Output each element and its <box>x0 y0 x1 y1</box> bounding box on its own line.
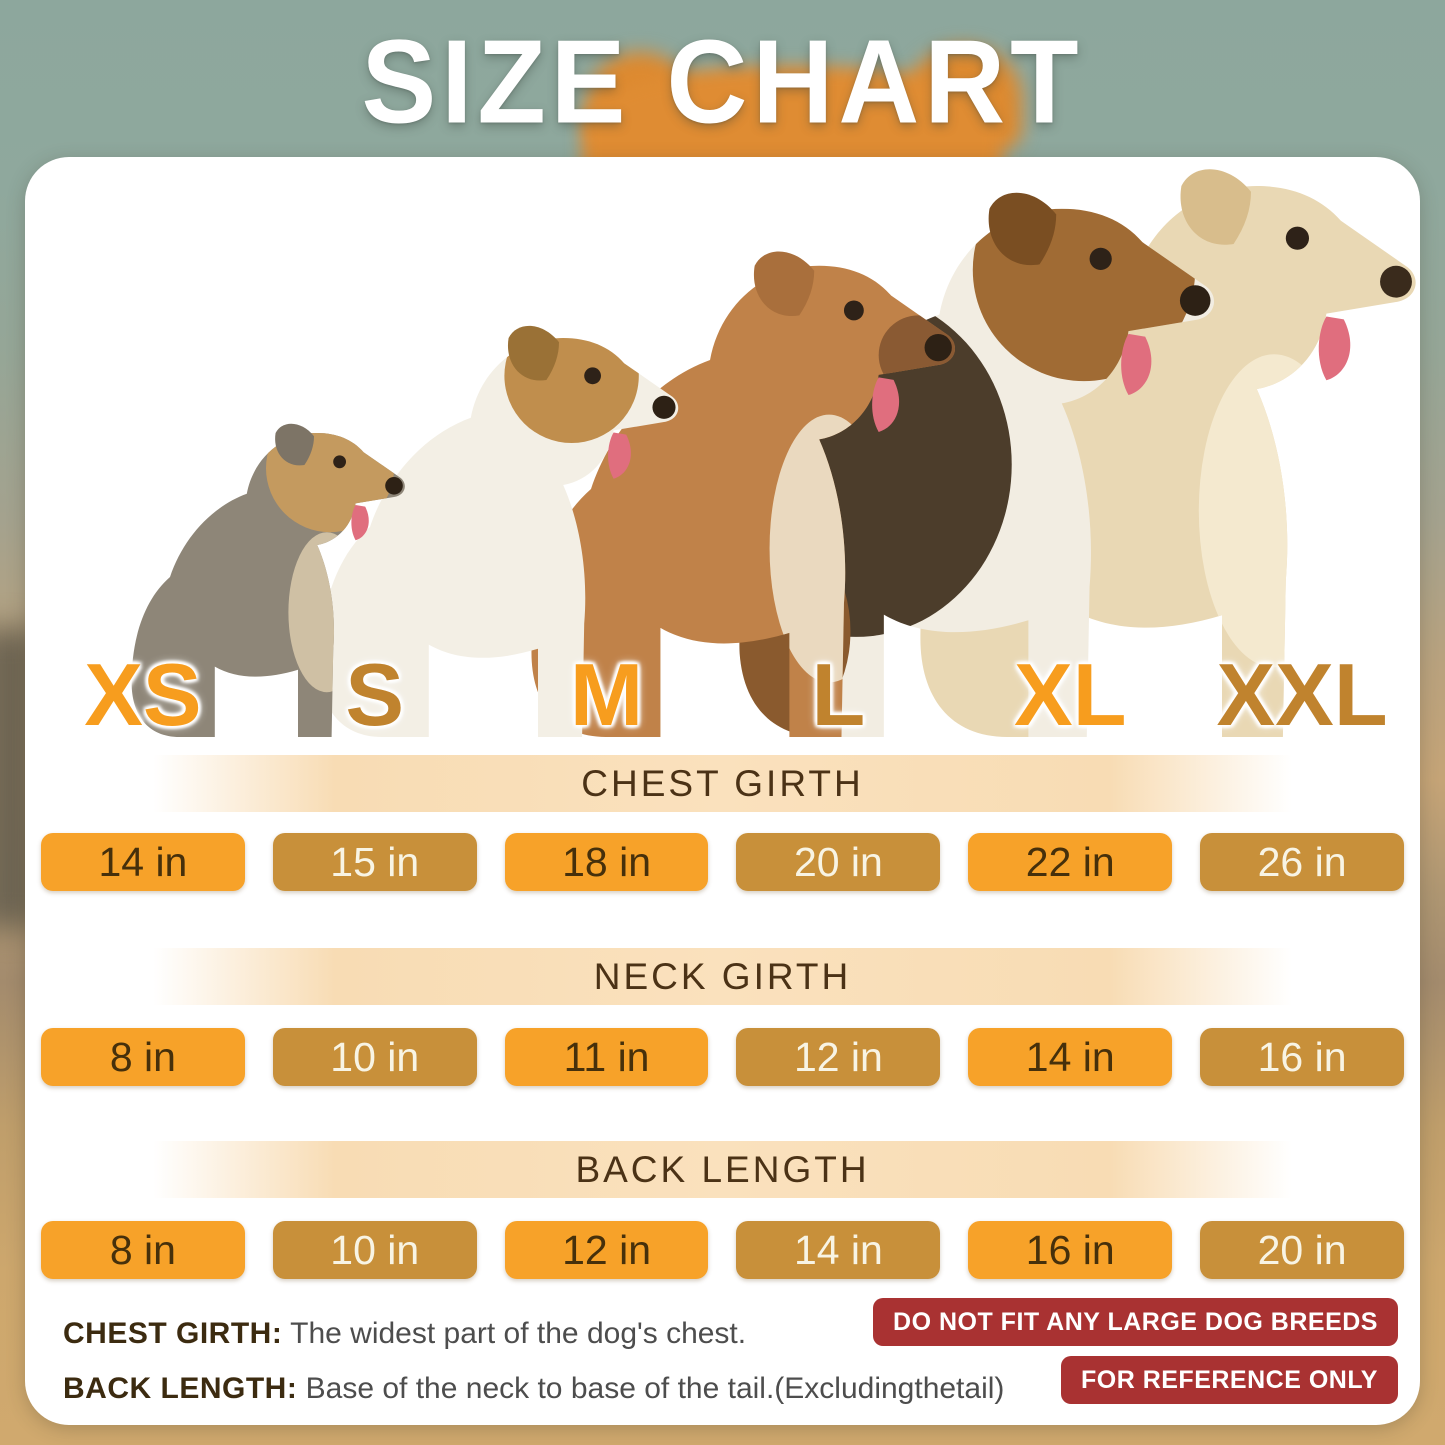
note-chest-girth-text: The widest part of the dog's chest. <box>290 1317 747 1350</box>
note-chest-girth: CHEST GIRTH: The widest part of the dog'… <box>63 1317 1004 1351</box>
back-length-value-l: 14 in <box>736 1221 941 1279</box>
back-length-value-xxl: 20 in <box>1200 1221 1404 1279</box>
chest-girth-value-l: 20 in <box>736 833 941 891</box>
neck-girth-value-xs: 8 in <box>41 1028 245 1086</box>
dogs-illustration <box>131 169 1416 738</box>
chest-girth-value-s: 15 in <box>272 833 477 891</box>
chest-girth-values-row: 14 in 15 in 18 in 20 in 22 in 26 in <box>41 833 1404 891</box>
measurement-notes: CHEST GIRTH: The widest part of the dog'… <box>63 1317 1004 1425</box>
size-chart-card: XS S M L XL XXL CHEST GIRTH 14 in 15 in … <box>25 157 1420 1425</box>
neck-girth-value-l: 12 in <box>736 1028 941 1086</box>
warning-badge-no-large-breeds: DO NOT FIT ANY LARGE DOG BREEDS <box>873 1298 1398 1346</box>
neck-girth-values-row: 8 in 10 in 11 in 12 in 14 in 16 in <box>41 1028 1404 1086</box>
size-label-l: L <box>811 645 866 744</box>
back-length-value-s: 10 in <box>272 1221 477 1279</box>
note-back-length-text: Base of the neck to base of the tail.(Ex… <box>305 1372 1005 1405</box>
page-title: SIZE CHART <box>361 15 1084 148</box>
warning-badge-reference-only: FOR REFERENCE ONLY <box>1060 1356 1398 1404</box>
note-back-length: BACK LENGTH: Base of the neck to base of… <box>63 1372 1004 1406</box>
back-length-value-m: 12 in <box>504 1221 709 1279</box>
size-label-m: M <box>569 645 644 744</box>
size-labels-row: XS S M L XL XXL <box>41 645 1404 745</box>
note-chest-girth-label: CHEST GIRTH: <box>63 1317 283 1350</box>
warning-badges: DO NOT FIT ANY LARGE DOG BREEDS FOR REFE… <box>873 1298 1398 1404</box>
chest-girth-value-m: 18 in <box>504 833 709 891</box>
chest-girth-value-xl: 22 in <box>968 833 1173 891</box>
chest-girth-value-xxl: 26 in <box>1200 833 1404 891</box>
size-label-s: S <box>345 645 405 744</box>
size-label-xxl: XXL <box>1216 645 1388 744</box>
size-label-xl: XL <box>1014 645 1127 744</box>
back-length-values-row: 8 in 10 in 12 in 14 in 16 in 20 in <box>41 1221 1404 1279</box>
section-header-back-length: BACK LENGTH <box>153 1141 1292 1198</box>
back-length-value-xs: 8 in <box>41 1221 245 1279</box>
neck-girth-value-xl: 14 in <box>968 1028 1173 1086</box>
neck-girth-value-s: 10 in <box>272 1028 477 1086</box>
note-back-length-label: BACK LENGTH: <box>63 1372 298 1405</box>
section-header-neck-girth: NECK GIRTH <box>153 948 1292 1005</box>
neck-girth-value-m: 11 in <box>504 1028 709 1086</box>
section-header-chest-girth: CHEST GIRTH <box>153 755 1292 812</box>
back-length-value-xl: 16 in <box>968 1221 1173 1279</box>
chest-girth-value-xs: 14 in <box>41 833 245 891</box>
neck-girth-value-xxl: 16 in <box>1200 1028 1404 1086</box>
size-label-xs: XS <box>84 645 202 744</box>
